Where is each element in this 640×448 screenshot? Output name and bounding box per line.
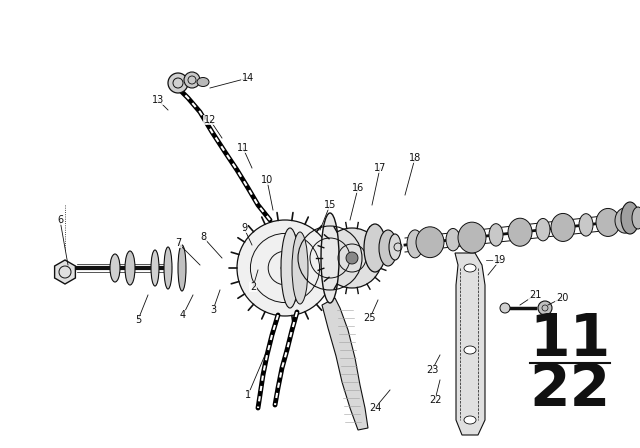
Text: 11: 11 <box>237 143 249 153</box>
Ellipse shape <box>364 224 386 272</box>
Ellipse shape <box>379 230 397 266</box>
Circle shape <box>500 303 510 313</box>
Ellipse shape <box>292 232 308 304</box>
Text: 16: 16 <box>352 183 364 193</box>
Text: 14: 14 <box>242 73 254 83</box>
Text: 2: 2 <box>250 282 256 292</box>
Polygon shape <box>455 253 485 435</box>
Ellipse shape <box>464 416 476 424</box>
Ellipse shape <box>125 251 135 285</box>
Text: 7: 7 <box>175 238 181 248</box>
Text: 3: 3 <box>210 305 216 315</box>
Polygon shape <box>322 298 368 430</box>
Text: 19: 19 <box>494 255 506 265</box>
Text: 22: 22 <box>429 395 441 405</box>
Ellipse shape <box>416 227 444 258</box>
Ellipse shape <box>596 208 620 237</box>
Text: 4: 4 <box>180 310 186 320</box>
Ellipse shape <box>178 245 186 291</box>
Ellipse shape <box>321 213 339 303</box>
Circle shape <box>538 301 552 315</box>
Ellipse shape <box>632 207 640 229</box>
Ellipse shape <box>458 222 486 253</box>
Text: 20: 20 <box>556 293 568 303</box>
Circle shape <box>346 252 358 264</box>
Ellipse shape <box>579 214 593 236</box>
Circle shape <box>184 72 200 88</box>
Circle shape <box>237 220 333 316</box>
Text: 23: 23 <box>426 365 438 375</box>
Text: 25: 25 <box>364 313 376 323</box>
Text: 5: 5 <box>135 315 141 325</box>
Ellipse shape <box>446 228 460 251</box>
Text: 1: 1 <box>245 390 251 400</box>
Text: 12: 12 <box>204 115 216 125</box>
Text: 9: 9 <box>241 223 247 233</box>
Text: 11: 11 <box>529 311 611 369</box>
Circle shape <box>168 73 188 93</box>
Text: 8: 8 <box>200 232 206 242</box>
Text: 15: 15 <box>324 200 336 210</box>
Text: 17: 17 <box>374 163 386 173</box>
Ellipse shape <box>489 224 503 246</box>
Ellipse shape <box>110 254 120 282</box>
Polygon shape <box>54 260 76 284</box>
Text: 18: 18 <box>409 153 421 163</box>
Text: 6: 6 <box>57 215 63 225</box>
Text: 10: 10 <box>261 175 273 185</box>
Text: 22: 22 <box>529 362 611 418</box>
Ellipse shape <box>164 247 172 289</box>
Ellipse shape <box>464 264 476 272</box>
Ellipse shape <box>464 346 476 354</box>
Circle shape <box>281 264 289 272</box>
Ellipse shape <box>389 234 401 260</box>
Ellipse shape <box>197 78 209 86</box>
Ellipse shape <box>281 228 299 308</box>
Ellipse shape <box>621 202 639 234</box>
Text: 24: 24 <box>369 403 381 413</box>
Ellipse shape <box>151 250 159 286</box>
Circle shape <box>322 228 382 288</box>
Ellipse shape <box>536 219 550 241</box>
Ellipse shape <box>615 208 635 233</box>
Text: 21: 21 <box>529 290 541 300</box>
Ellipse shape <box>551 213 575 241</box>
Text: 13: 13 <box>152 95 164 105</box>
Ellipse shape <box>407 230 423 258</box>
Ellipse shape <box>508 218 532 246</box>
